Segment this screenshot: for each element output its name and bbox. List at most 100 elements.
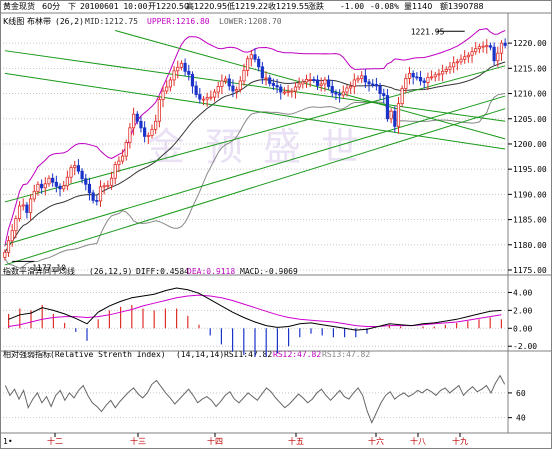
diff-value: DIFF:0.4584 — [136, 267, 189, 276]
trend-channel-line — [4, 108, 506, 266]
candle-body — [308, 79, 312, 81]
candle-body — [14, 218, 18, 232]
candle-body — [400, 88, 404, 105]
y-tick-label: 0.00 — [513, 324, 532, 333]
boll-upper-value: UPPER:1216.80 — [147, 17, 210, 26]
macd-params: (26,12,9) — [89, 267, 132, 276]
amount-value: 额1390788 — [440, 1, 484, 11]
candle-body — [135, 113, 139, 122]
candle-body — [161, 90, 165, 100]
candle-body — [271, 83, 275, 86]
y-tick-label: 4.00 — [513, 288, 532, 297]
y-tick-label: -2.00 — [513, 342, 537, 351]
day-label: 十四 — [207, 436, 223, 446]
rsi3-value: RSI3:47.82 — [322, 350, 370, 359]
day-label: 十八 — [410, 436, 426, 446]
candle-body — [227, 78, 231, 87]
candle-body — [389, 110, 393, 120]
candle-body — [220, 80, 224, 87]
candle-body — [223, 78, 228, 82]
low-price: 低1219.22 — [227, 1, 268, 11]
candle-body — [235, 89, 239, 92]
trend-channel-line — [4, 65, 506, 203]
candle-body — [415, 76, 419, 79]
day-label: 十九 — [452, 436, 468, 446]
candle-body — [187, 70, 191, 75]
candle-body — [69, 167, 73, 178]
candle-body — [374, 84, 379, 87]
candle-body — [448, 66, 452, 70]
candle-body — [452, 62, 456, 68]
candle-body — [264, 77, 268, 80]
candle-body — [120, 155, 125, 162]
candle-body — [65, 176, 69, 187]
trend-channel-line — [4, 95, 506, 246]
candle-body — [268, 77, 272, 84]
candle-body — [349, 86, 353, 89]
rsi-panel-name: 相对强弱指标 — [3, 349, 51, 359]
boll-mid-line — [4, 61, 506, 253]
candle-body — [319, 83, 323, 86]
candle-body — [36, 183, 40, 192]
candle-body — [286, 91, 290, 93]
candle-body — [418, 77, 423, 82]
macd-value: MACD:-0.9069 — [240, 267, 298, 276]
candle-body — [216, 86, 220, 93]
candle-body — [385, 95, 390, 120]
candle-body — [6, 240, 11, 253]
y-tick-label: 1180.00 — [513, 241, 547, 250]
candle-body — [47, 177, 51, 185]
candle-body — [282, 91, 287, 94]
candle-body — [323, 79, 327, 85]
day-labels: 十二 十三 十四 十五 十六 十八 十九 — [47, 436, 468, 446]
open-price: 开1220.50 — [148, 2, 189, 11]
candle-body — [209, 96, 213, 99]
day-label: 十二 — [47, 436, 63, 446]
candle-body — [275, 85, 279, 88]
candle-body — [102, 185, 106, 188]
candle-body — [474, 48, 478, 53]
candle-body — [371, 83, 375, 86]
candle-body — [356, 78, 360, 81]
candle-body — [84, 178, 88, 185]
direction-label: 下 — [68, 2, 76, 11]
change-word: 涨跌 — [308, 1, 324, 11]
y-tick-label: 60 — [516, 389, 526, 398]
candle-body — [429, 76, 434, 79]
candle-body — [404, 78, 408, 89]
watermark-text: 金 预 盛 世 — [147, 125, 363, 169]
candle-body — [109, 177, 114, 186]
candle-body — [426, 77, 430, 83]
candle-body — [466, 54, 470, 58]
high-price: 高1220.95 — [186, 1, 227, 11]
candle-body — [190, 73, 195, 87]
candle-body — [396, 103, 401, 127]
rsi-panel-eng: (Relative Strenth Index) — [50, 350, 166, 359]
candle-body — [40, 183, 44, 189]
y-tick-label: 1215.00 — [513, 64, 547, 73]
candle-body — [304, 79, 309, 83]
cursor-indicator[interactable]: 1• — [3, 437, 13, 446]
candle-body — [212, 91, 217, 98]
candle-body — [95, 200, 99, 202]
day-label: 十三 — [130, 436, 146, 446]
candle-body — [165, 86, 169, 92]
candle-body — [157, 99, 161, 122]
candle-body — [485, 45, 489, 48]
candle-body — [238, 80, 242, 90]
y-tick-label: 1210.00 — [513, 90, 547, 99]
candle-body — [326, 79, 331, 87]
change-value: -1.00 — [340, 2, 364, 11]
candle-body — [179, 62, 184, 68]
y-tick-label: 1190.00 — [513, 190, 547, 199]
y-tick-label: 40 — [516, 414, 526, 423]
y-tick-label: 1195.00 — [513, 165, 547, 174]
datetime-label: 20100601 10:00 — [80, 2, 148, 11]
boll-indicator-name: 布林带 — [27, 16, 51, 26]
candle-body — [43, 183, 47, 189]
candle-body — [279, 86, 283, 93]
candle-body — [315, 79, 320, 86]
candle-body — [338, 93, 342, 96]
